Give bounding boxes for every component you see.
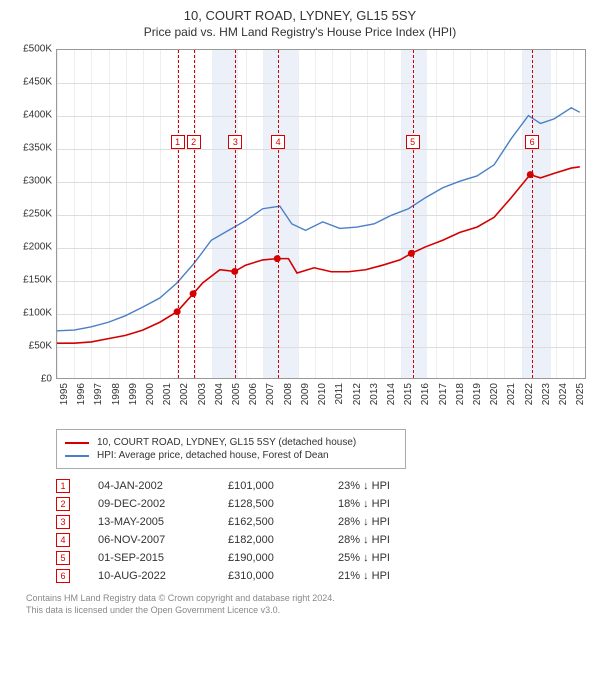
x-tick-label: 2002 xyxy=(179,383,190,405)
x-tick-label: 2004 xyxy=(214,383,225,405)
x-tick-label: 2008 xyxy=(283,383,294,405)
sale-row: 4 06-NOV-2007£182,00028% ↓ HPI xyxy=(56,533,576,547)
attribution-line: This data is licensed under the Open Gov… xyxy=(26,605,588,617)
sale-row: 5 01-SEP-2015£190,00025% ↓ HPI xyxy=(56,551,576,565)
x-tick-label: 2015 xyxy=(403,383,414,405)
x-tick-label: 2022 xyxy=(524,383,535,405)
chart-legend: 10, COURT ROAD, LYDNEY, GL15 5SY (detach… xyxy=(56,429,406,469)
x-tick-label: 1996 xyxy=(76,383,87,405)
x-tick-label: 2000 xyxy=(145,383,156,405)
sale-price: £101,000 xyxy=(228,480,338,492)
x-tick-label: 1997 xyxy=(93,383,104,405)
y-tick-label: £250K xyxy=(23,209,52,220)
x-tick-label: 2001 xyxy=(162,383,173,405)
sale-marker: 3 xyxy=(56,515,70,529)
y-tick-label: £300K xyxy=(23,176,52,187)
sale-event-marker: 6 xyxy=(525,135,539,149)
legend-item: HPI: Average price, detached house, Fore… xyxy=(65,450,397,461)
sale-price: £190,000 xyxy=(228,552,338,564)
sale-date: 13-MAY-2005 xyxy=(98,516,228,528)
page-subtitle: Price paid vs. HM Land Registry's House … xyxy=(12,25,588,39)
legend-label: HPI: Average price, detached house, Fore… xyxy=(97,450,329,461)
x-tick-label: 2023 xyxy=(541,383,552,405)
sale-price: £310,000 xyxy=(228,570,338,582)
sale-event-marker: 2 xyxy=(187,135,201,149)
sale-date: 04-JAN-2002 xyxy=(98,480,228,492)
sale-date: 10-AUG-2022 xyxy=(98,570,228,582)
legend-item: 10, COURT ROAD, LYDNEY, GL15 5SY (detach… xyxy=(65,437,397,448)
x-tick-label: 2017 xyxy=(438,383,449,405)
legend-swatch xyxy=(65,442,89,444)
legend-swatch xyxy=(65,455,89,457)
sale-row: 1 04-JAN-2002£101,00023% ↓ HPI xyxy=(56,479,576,493)
x-tick-label: 2012 xyxy=(352,383,363,405)
sale-event-marker: 1 xyxy=(171,135,185,149)
sale-diff: 21% ↓ HPI xyxy=(338,570,458,582)
sale-row: 3 13-MAY-2005£162,50028% ↓ HPI xyxy=(56,515,576,529)
y-tick-label: £0 xyxy=(41,374,52,385)
x-tick-label: 2018 xyxy=(455,383,466,405)
y-tick-label: £50K xyxy=(29,341,52,352)
sale-date: 06-NOV-2007 xyxy=(98,534,228,546)
sale-event-marker: 5 xyxy=(406,135,420,149)
sale-marker: 4 xyxy=(56,533,70,547)
x-tick-label: 2016 xyxy=(420,383,431,405)
x-tick-label: 2019 xyxy=(472,383,483,405)
y-tick-label: £400K xyxy=(23,110,52,121)
sale-diff: 28% ↓ HPI xyxy=(338,516,458,528)
x-tick-label: 2014 xyxy=(386,383,397,405)
sale-price: £162,500 xyxy=(228,516,338,528)
y-axis-labels: £0£50K£100K£150K£200K£250K£300K£350K£400… xyxy=(12,49,56,379)
x-tick-label: 1995 xyxy=(59,383,70,405)
y-tick-label: £350K xyxy=(23,143,52,154)
sale-marker: 2 xyxy=(56,497,70,511)
x-tick-label: 2013 xyxy=(369,383,380,405)
sale-event-marker: 4 xyxy=(271,135,285,149)
attribution: Contains HM Land Registry data © Crown c… xyxy=(26,593,588,616)
x-tick-label: 2007 xyxy=(265,383,276,405)
x-tick-label: 2003 xyxy=(197,383,208,405)
sale-diff: 28% ↓ HPI xyxy=(338,534,458,546)
sales-table: 1 04-JAN-2002£101,00023% ↓ HPI 2 09-DEC-200… xyxy=(56,479,576,583)
price-chart: £0 £50K £100K £150K £200K £250K £300K £350K £400… xyxy=(12,49,588,421)
x-tick-label: 2011 xyxy=(334,383,345,405)
sale-marker: 6 xyxy=(56,569,70,583)
x-tick-label: 2005 xyxy=(231,383,242,405)
x-tick-label: 2020 xyxy=(489,383,500,405)
x-tick-label: 2024 xyxy=(558,383,569,405)
sale-date: 09-DEC-2002 xyxy=(98,498,228,510)
y-tick-label: £450K xyxy=(23,77,52,88)
x-tick-label: 2010 xyxy=(317,383,328,405)
x-tick-label: 2009 xyxy=(300,383,311,405)
sale-diff: 25% ↓ HPI xyxy=(338,552,458,564)
sale-price: £182,000 xyxy=(228,534,338,546)
page-title: 10, COURT ROAD, LYDNEY, GL15 5SY xyxy=(12,8,588,23)
chart-svg xyxy=(57,50,585,378)
x-tick-label: 2006 xyxy=(248,383,259,405)
attribution-line: Contains HM Land Registry data © Crown c… xyxy=(26,593,588,605)
legend-label: 10, COURT ROAD, LYDNEY, GL15 5SY (detach… xyxy=(97,437,356,448)
sale-date: 01-SEP-2015 xyxy=(98,552,228,564)
y-tick-label: £150K xyxy=(23,275,52,286)
sale-diff: 23% ↓ HPI xyxy=(338,480,458,492)
sale-marker: 1 xyxy=(56,479,70,493)
sale-price: £128,500 xyxy=(228,498,338,510)
x-tick-label: 2021 xyxy=(506,383,517,405)
x-tick-label: 2025 xyxy=(575,383,586,405)
x-axis-labels: 1995 1996 1997 1998 1999 2000 2001 2002 2003 2004… xyxy=(56,381,586,421)
y-tick-label: £100K xyxy=(23,308,52,319)
sale-diff: 18% ↓ HPI xyxy=(338,498,458,510)
y-tick-label: £200K xyxy=(23,242,52,253)
y-tick-label: £500K xyxy=(23,44,52,55)
x-tick-label: 1999 xyxy=(128,383,139,405)
plot-area: 12 3 4 5 6 xyxy=(56,49,586,379)
sale-row: 2 09-DEC-2002£128,50018% ↓ HPI xyxy=(56,497,576,511)
sale-marker: 5 xyxy=(56,551,70,565)
sale-row: 6 10-AUG-2022£310,00021% ↓ HPI xyxy=(56,569,576,583)
sale-event-marker: 3 xyxy=(228,135,242,149)
x-tick-label: 1998 xyxy=(111,383,122,405)
